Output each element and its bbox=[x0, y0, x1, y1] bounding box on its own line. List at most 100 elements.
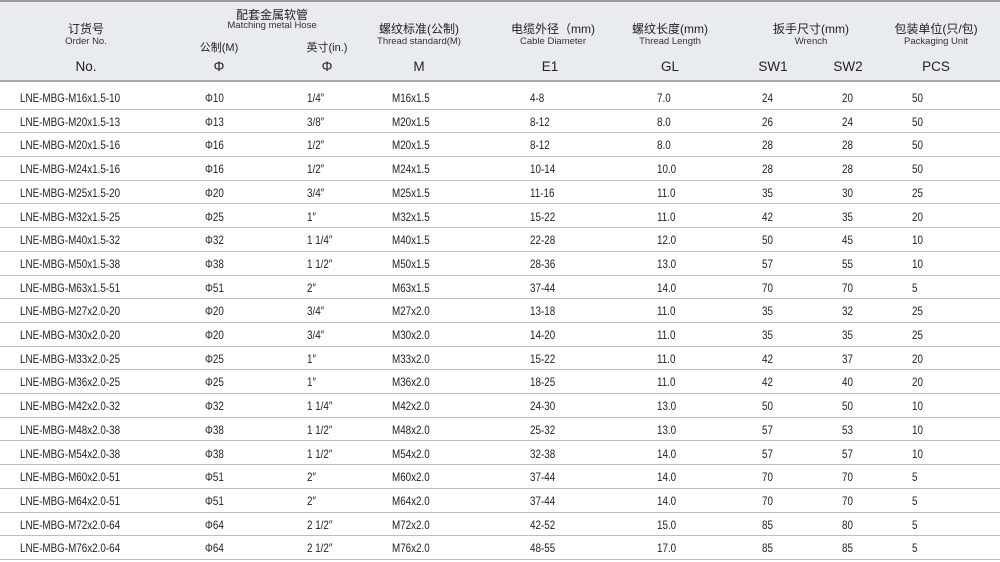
table-row: LNE-MBG-M64x2.0-51 Φ51 2″ M64x2.0 37-44 14.0 7… bbox=[0, 489, 1000, 513]
cell-order-no: LNE-MBG-M40x1.5-32 bbox=[20, 233, 121, 248]
cell-sw1: 42 bbox=[762, 351, 773, 366]
cell-hose-metric: Φ25 bbox=[205, 375, 224, 390]
cell-thread: M36x2.0 bbox=[392, 375, 430, 390]
cell-thread: M16x1.5 bbox=[392, 91, 430, 105]
cell-thread: M64x2.0 bbox=[392, 493, 430, 508]
cell-thread: M20x1.5 bbox=[392, 114, 430, 129]
cell-pcs: 25 bbox=[912, 185, 923, 200]
cell-cable-diameter: 14-20 bbox=[530, 328, 556, 342]
cell-sw1: 70 bbox=[762, 493, 773, 508]
cell-sw1: 42 bbox=[762, 375, 773, 390]
cell-order-no: LNE-MBG-M60x2.0-51 bbox=[20, 470, 121, 485]
cell-thread: M48x2.0 bbox=[392, 422, 430, 437]
cell-cable-diameter: 22-28 bbox=[530, 233, 556, 248]
wrench-sym2: SW2 bbox=[833, 59, 863, 74]
cell-hose-inch: 3/4″ bbox=[307, 328, 325, 342]
cell-pcs: 10 bbox=[912, 233, 923, 248]
cell-pcs: 10 bbox=[912, 422, 923, 437]
cell-sw1: 28 bbox=[762, 162, 773, 177]
cell-hose-metric: Φ13 bbox=[205, 114, 224, 129]
cell-hose-inch: 1/4″ bbox=[307, 91, 325, 105]
order-en: Order No. bbox=[65, 36, 107, 47]
cell-sw2: 40 bbox=[842, 375, 853, 390]
hose-metric: 公制(M) bbox=[199, 42, 239, 54]
cell-hose-inch: 2″ bbox=[307, 470, 316, 485]
cell-thread-length: 10.0 bbox=[657, 162, 677, 177]
cell-thread-length: 11.0 bbox=[657, 328, 676, 342]
cell-thread: M30x2.0 bbox=[392, 328, 430, 342]
cell-thread: M27x2.0 bbox=[392, 304, 430, 319]
cell-thread-length: 14.0 bbox=[657, 280, 677, 295]
cell-hose-metric: Φ51 bbox=[205, 470, 224, 485]
cell-sw1: 85 bbox=[762, 517, 773, 532]
cell-thread-length: 13.0 bbox=[657, 256, 677, 271]
cell-thread: M42x2.0 bbox=[392, 399, 430, 414]
table-row: LNE-MBG-M24x1.5-16 Φ16 1/2″ M24x1.5 10-14 10.… bbox=[0, 157, 1000, 181]
table-row: LNE-MBG-M42x2.0-32 Φ32 1 1/4″ M42x2.0 24-30 1… bbox=[0, 394, 1000, 418]
cell-thread-length: 11.0 bbox=[657, 209, 676, 224]
cell-hose-metric: Φ25 bbox=[205, 351, 224, 366]
cell-sw1: 35 bbox=[762, 304, 773, 319]
table-row: LNE-MBG-M33x2.0-25 Φ25 1″ M33x2.0 15-22 11.0 4… bbox=[0, 347, 1000, 371]
cell-thread-length: 11.0 bbox=[657, 185, 676, 200]
cell-sw1: 50 bbox=[762, 233, 773, 248]
wrench-sym1: SW1 bbox=[758, 59, 788, 74]
cell-thread: M63x1.5 bbox=[392, 280, 430, 295]
cell-sw1: 28 bbox=[762, 138, 773, 153]
pack-cn: 包装单位(只/包) bbox=[894, 22, 978, 36]
cell-cable-diameter: 28-36 bbox=[530, 256, 556, 271]
cell-order-no: LNE-MBG-M20x1.5-16 bbox=[20, 138, 121, 153]
pack-en: Packaging Unit bbox=[904, 36, 968, 47]
cell-cable-diameter: 8-12 bbox=[530, 114, 550, 129]
cell-sw2: 37 bbox=[842, 351, 853, 366]
cell-hose-metric: Φ10 bbox=[205, 91, 224, 105]
cell-hose-metric: Φ51 bbox=[205, 493, 224, 508]
hose-inch: 英寸(in.) bbox=[306, 42, 348, 54]
cell-sw2: 50 bbox=[842, 399, 853, 414]
cell-sw2: 30 bbox=[842, 185, 853, 200]
table-row: LNE-MBG-M76x2.0-64 Φ64 2 1/2″ M76x2.0 48-55 1… bbox=[0, 536, 1000, 560]
cell-hose-metric: Φ38 bbox=[205, 256, 224, 271]
cell-sw1: 50 bbox=[762, 399, 773, 414]
cell-hose-metric: Φ20 bbox=[205, 185, 224, 200]
thread-sym: M bbox=[413, 59, 425, 74]
cell-sw2: 70 bbox=[842, 493, 853, 508]
cable-cn: 电缆外径（mm) bbox=[511, 22, 595, 36]
cell-cable-diameter: 15-22 bbox=[530, 209, 556, 224]
hose-cn: 配套金属软管 bbox=[235, 8, 309, 22]
cell-cable-diameter: 4-8 bbox=[530, 91, 545, 105]
cell-cable-diameter: 24-30 bbox=[530, 399, 556, 414]
cell-pcs: 25 bbox=[912, 304, 923, 319]
cell-order-no: LNE-MBG-M33x2.0-25 bbox=[20, 351, 121, 366]
cell-cable-diameter: 48-55 bbox=[530, 541, 556, 556]
table-row: LNE-MBG-M54x2.0-38 Φ38 1 1/2″ M54x2.0 32-38 1… bbox=[0, 442, 1000, 466]
cell-hose-inch: 1 1/4″ bbox=[307, 399, 333, 414]
cell-sw2: 20 bbox=[842, 91, 853, 105]
cell-hose-inch: 1/2″ bbox=[307, 138, 325, 153]
cell-cable-diameter: 11-16 bbox=[530, 185, 555, 200]
wrench-en: Wrench bbox=[794, 36, 828, 47]
length-en: Thread Length bbox=[639, 36, 701, 47]
cell-hose-inch: 3/4″ bbox=[307, 185, 325, 200]
table-row: LNE-MBG-M16x1.5-10 Φ10 1/4″ M16x1.5 4-8 7.0 24… bbox=[0, 86, 1000, 110]
cell-order-no: LNE-MBG-M54x2.0-38 bbox=[20, 446, 121, 461]
cell-thread: M32x1.5 bbox=[392, 209, 430, 224]
table-row: LNE-MBG-M50x1.5-38 Φ38 1 1/2″ M50x1.5 28-36 1… bbox=[0, 252, 1000, 276]
cell-thread-length: 12.0 bbox=[657, 233, 677, 248]
cell-cable-diameter: 37-44 bbox=[530, 493, 556, 508]
cell-thread-length: 14.0 bbox=[657, 446, 677, 461]
cell-sw1: 42 bbox=[762, 209, 773, 224]
cell-sw2: 24 bbox=[842, 114, 853, 129]
cell-order-no: LNE-MBG-M32x1.5-25 bbox=[20, 209, 121, 224]
table-row: LNE-MBG-M20x1.5-16 Φ16 1/2″ M20x1.5 8-12 8.0 2… bbox=[0, 133, 1000, 158]
cell-sw1: 85 bbox=[762, 541, 773, 556]
cell-hose-metric: Φ20 bbox=[205, 304, 224, 319]
table-row: LNE-MBG-M63x1.5-51 Φ51 2″ M63x1.5 37-44 14.0 7… bbox=[0, 276, 1000, 300]
cell-sw2: 45 bbox=[842, 233, 853, 248]
table-row: LNE-MBG-M32x1.5-25 Φ25 1″ M32x1.5 15-22 11.0 4… bbox=[0, 205, 1000, 229]
cell-sw1: 35 bbox=[762, 185, 773, 200]
cell-cable-diameter: 8-12 bbox=[530, 138, 550, 153]
length-cn: 螺纹长度(mm) bbox=[632, 22, 708, 36]
cell-cable-diameter: 37-44 bbox=[530, 280, 556, 295]
cell-pcs: 50 bbox=[912, 138, 923, 153]
